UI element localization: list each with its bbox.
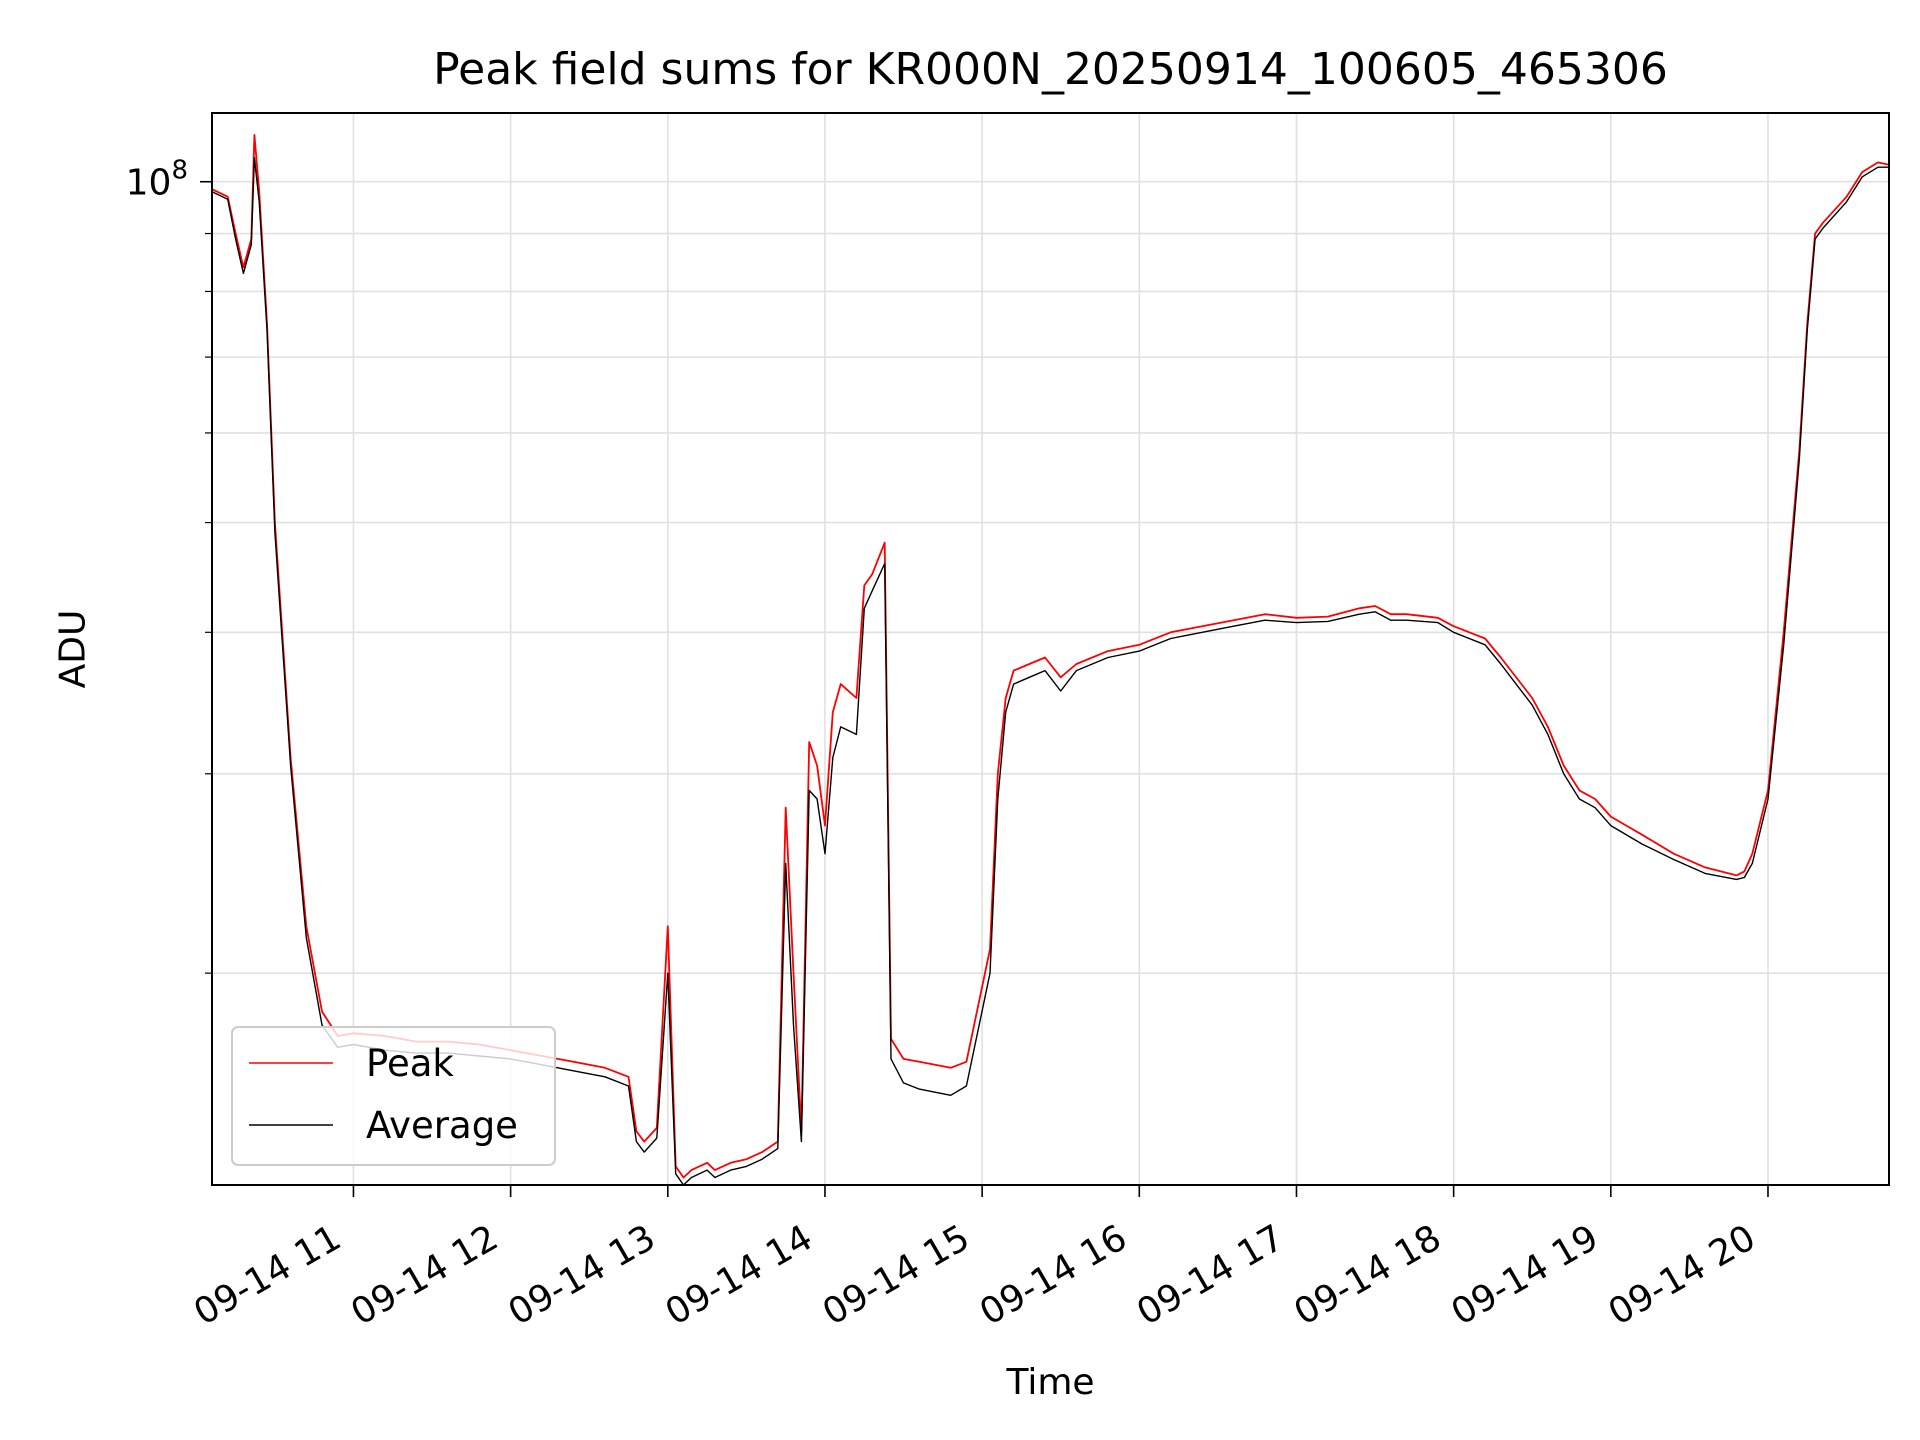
y-axis-title: ADU (53, 610, 94, 689)
x-axis-title: Time (1005, 1362, 1094, 1403)
x-tick-label: 09-14 20 (1602, 1217, 1763, 1333)
plot-frame (211, 112, 1890, 1186)
legend-label-average: Average (366, 1104, 518, 1147)
grid (212, 113, 1889, 1185)
legend-box (231, 1026, 556, 1166)
x-tick-label: 09-14 19 (1445, 1217, 1606, 1333)
x-tick-label: 09-14 12 (344, 1217, 505, 1333)
y-axis: 108 (126, 156, 212, 974)
y-tick-label: 108 (126, 156, 188, 204)
y-tick-base: 10 (126, 163, 172, 204)
y-tick-exponent: 8 (171, 156, 188, 186)
legend: Peak Average (231, 1026, 556, 1166)
x-tick-label: 09-14 15 (816, 1217, 977, 1333)
chart-title: Peak field sums for KR000N_20250914_1006… (433, 44, 1668, 95)
x-tick-label: 09-14 13 (502, 1217, 663, 1333)
x-tick-label: 09-14 14 (659, 1217, 820, 1333)
legend-label-peak: Peak (366, 1042, 454, 1085)
x-tick-label: 09-14 18 (1287, 1217, 1448, 1333)
x-tick-label: 09-14 11 (187, 1217, 348, 1333)
x-tick-label: 09-14 16 (973, 1217, 1134, 1333)
x-tick-label: 09-14 17 (1130, 1217, 1291, 1333)
